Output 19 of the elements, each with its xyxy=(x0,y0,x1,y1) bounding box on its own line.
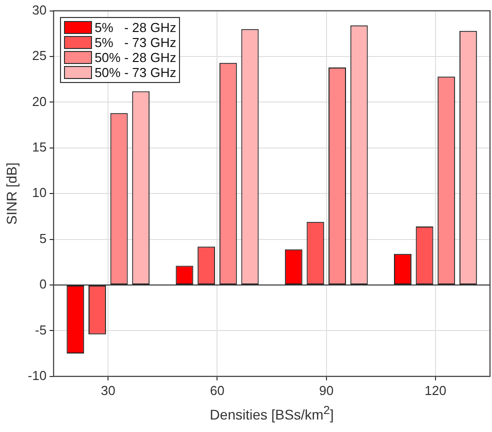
x-tick-label: 30 xyxy=(100,382,116,398)
y-tick-label: 0 xyxy=(39,276,47,292)
legend-label: 5% - 73 GHz xyxy=(94,34,176,50)
y-tick-label: 10 xyxy=(32,185,47,200)
y-tick-label: -10 xyxy=(28,368,47,383)
x-tick-label: 90 xyxy=(319,382,334,398)
y-tick-label: 15 xyxy=(32,139,47,154)
y-tick-label: 5 xyxy=(39,230,47,246)
x-axis-title: Densities [BSs/km$^{2}$] xyxy=(208,404,335,423)
y-axis-title: SINR [dB] xyxy=(3,162,20,225)
x-tick-label: 60 xyxy=(210,382,224,398)
y-tick-label: 20 xyxy=(32,94,47,109)
legend-label: 5% - 28 GHz xyxy=(94,20,176,35)
y-tick-label: -5 xyxy=(35,322,47,338)
legend-label: 50% - 28 GHz xyxy=(94,50,176,65)
y-tick-label: 30 xyxy=(32,2,47,18)
y-tick-label: 25 xyxy=(32,48,47,64)
legend-label: 50% - 73 GHz xyxy=(94,64,176,80)
x-tick-label: 120 xyxy=(424,382,446,398)
